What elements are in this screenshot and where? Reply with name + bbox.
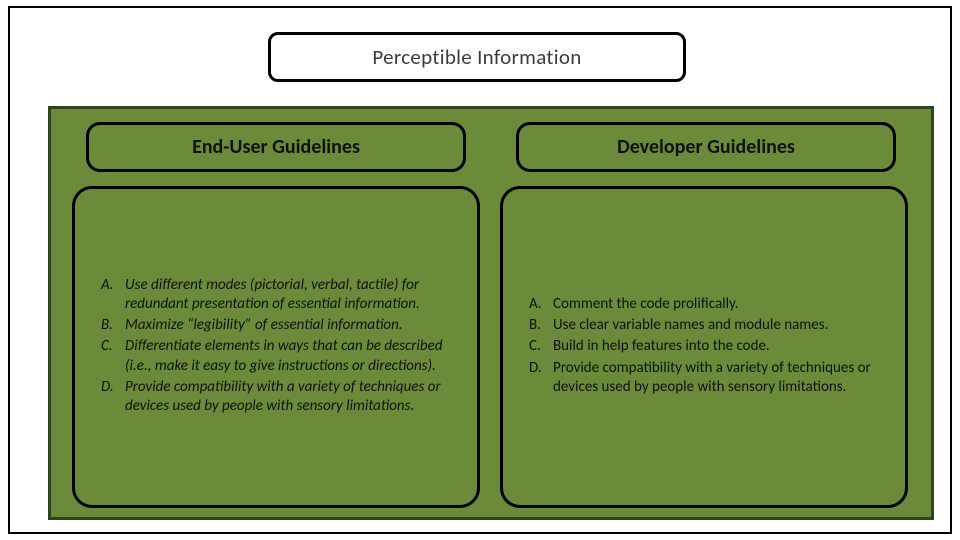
list-text: Use clear variable names and module name… bbox=[553, 316, 885, 335]
list-item: D.Provide compatibility with a variety o… bbox=[529, 359, 885, 397]
list-marker: C. bbox=[529, 337, 553, 356]
list-text: Build in help features into the code. bbox=[553, 337, 885, 356]
list-marker: D. bbox=[529, 359, 553, 378]
left-column-header: End-User Guidelines bbox=[86, 122, 466, 172]
list-item: B.Maximize “legibility” of essential inf… bbox=[101, 316, 457, 335]
list-marker: C. bbox=[101, 337, 125, 356]
left-content-box: A.Use different modes (pictorial, verbal… bbox=[72, 186, 480, 508]
left-list: A.Use different modes (pictorial, verbal… bbox=[101, 276, 457, 418]
list-marker: A. bbox=[101, 276, 125, 295]
right-content-box: A.Comment the code prolifically. B.Use c… bbox=[500, 186, 908, 508]
list-marker: B. bbox=[101, 316, 125, 335]
list-item: D.Provide compatibility with a variety o… bbox=[101, 378, 457, 416]
right-column-header-text: Developer Guidelines bbox=[617, 135, 795, 159]
list-marker: B. bbox=[529, 316, 553, 335]
list-marker: A. bbox=[529, 295, 553, 314]
right-list: A.Comment the code prolifically. B.Use c… bbox=[529, 295, 885, 399]
right-column-header: Developer Guidelines bbox=[516, 122, 896, 172]
title-box: Perceptible Information bbox=[268, 32, 686, 82]
list-text: Provide compatibility with a variety of … bbox=[553, 359, 885, 397]
list-text: Maximize “legibility” of essential infor… bbox=[125, 316, 457, 335]
title-text: Perceptible Information bbox=[372, 44, 581, 70]
left-column-header-text: End-User Guidelines bbox=[192, 135, 360, 159]
list-item: A.Comment the code prolifically. bbox=[529, 295, 885, 314]
list-item: B.Use clear variable names and module na… bbox=[529, 316, 885, 335]
list-marker: D. bbox=[101, 378, 125, 397]
list-text: Differentiate elements in ways that can … bbox=[125, 337, 457, 375]
list-item: A.Use different modes (pictorial, verbal… bbox=[101, 276, 457, 314]
slide-frame: Perceptible Information End-User Guideli… bbox=[8, 6, 952, 534]
list-item: C.Build in help features into the code. bbox=[529, 337, 885, 356]
list-text: Use different modes (pictorial, verbal, … bbox=[125, 276, 457, 314]
list-text: Provide compatibility with a variety of … bbox=[125, 378, 457, 416]
list-text: Comment the code prolifically. bbox=[553, 295, 885, 314]
list-item: C.Differentiate elements in ways that ca… bbox=[101, 337, 457, 375]
